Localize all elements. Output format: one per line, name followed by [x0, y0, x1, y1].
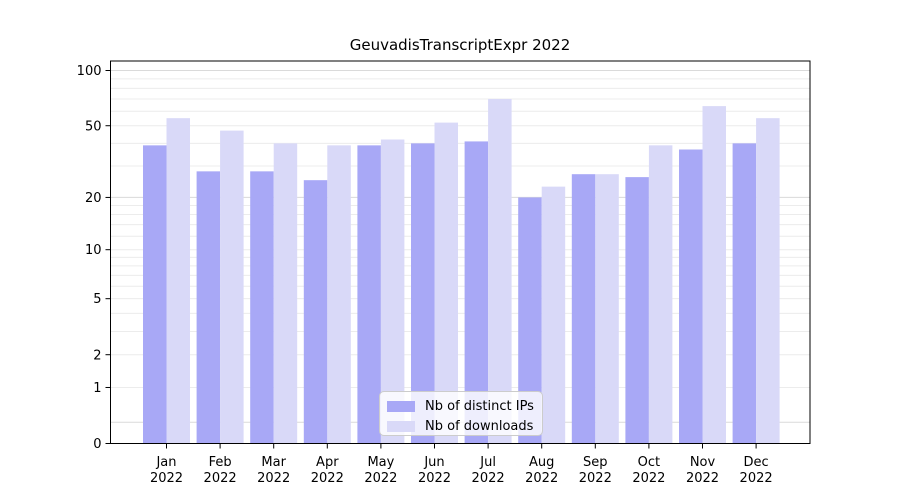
legend: Nb of distinct IPs Nb of downloads — [379, 391, 543, 436]
x-tick-label-month-jan: Jan — [155, 455, 176, 470]
x-tick-label-year-sep: 2022 — [579, 471, 612, 486]
bar-ips-sep — [571, 174, 596, 444]
y-tick-label-100: 100 — [77, 64, 102, 79]
bar-ips-mar — [250, 171, 274, 444]
x-tick-label-month-apr: Apr — [316, 455, 339, 470]
x-tick-label-month-jun: Jun — [423, 455, 444, 470]
x-tick-label-year-may: 2022 — [364, 471, 397, 486]
bar-downloads-sep — [595, 174, 619, 444]
bar-ips-jul — [464, 141, 489, 444]
x-tick-label-month-may: May — [367, 455, 394, 470]
legend-label-downloads: Nb of downloads — [425, 418, 534, 434]
y-tick-label-10: 10 — [85, 243, 102, 258]
bar-ips-dec — [732, 143, 757, 444]
x-tick-label-year-oct: 2022 — [632, 471, 665, 486]
y-tick-label-2: 2 — [93, 348, 101, 363]
bar-downloads-jan — [166, 118, 190, 444]
x-tick-label-month-dec: Dec — [744, 455, 769, 470]
bar-downloads-dec — [756, 118, 780, 444]
bar-ips-apr — [303, 180, 328, 444]
y-tick-label-1: 1 — [93, 381, 101, 396]
legend-label-distinct-ips: Nb of distinct IPs — [425, 398, 534, 414]
bar-downloads-jul — [488, 98, 512, 444]
bar-downloads-oct — [648, 145, 673, 444]
x-tick-label-month-sep: Sep — [583, 455, 608, 470]
bar-downloads-nov — [702, 106, 726, 444]
chart-title: GeuvadisTranscriptExpr 2022 — [349, 36, 571, 54]
bar-ips-oct — [625, 177, 649, 444]
x-tick-label-month-aug: Aug — [529, 455, 554, 470]
y-tick-label-50: 50 — [85, 119, 102, 134]
bar-ips-aug — [518, 197, 542, 444]
bar-downloads-apr — [327, 145, 351, 444]
x-tick-label-month-mar: Mar — [261, 455, 286, 470]
x-tick-label-year-apr: 2022 — [311, 471, 344, 486]
bar-ips-may — [357, 145, 381, 444]
plot-frame — [110, 60, 811, 444]
x-tick-label-year-aug: 2022 — [525, 471, 558, 486]
x-tick-label-month-jul: Jul — [479, 455, 496, 470]
x-tick-label-year-feb: 2022 — [204, 471, 237, 486]
legend-swatch-distinct-ips — [387, 400, 415, 412]
bar-downloads-mar — [273, 143, 298, 444]
x-tick-label-year-jun: 2022 — [418, 471, 451, 486]
bar-ips-jan — [143, 145, 167, 444]
x-tick-label-year-mar: 2022 — [257, 471, 290, 486]
legend-item-downloads: Nb of downloads — [387, 418, 542, 434]
bar-ips-jun — [411, 143, 435, 444]
bar-ips-feb — [196, 171, 221, 444]
x-tick-label-year-jul: 2022 — [472, 471, 505, 486]
x-tick-label-month-nov: Nov — [690, 455, 716, 470]
y-tick-label-0: 0 — [93, 437, 101, 452]
x-tick-label-year-jan: 2022 — [150, 471, 183, 486]
x-tick-label-month-oct: Oct — [638, 455, 660, 470]
y-tick-label-5: 5 — [93, 292, 101, 307]
x-tick-label-year-dec: 2022 — [740, 471, 773, 486]
bar-downloads-may — [380, 139, 405, 444]
y-tick-label-20: 20 — [85, 191, 102, 206]
x-tick-label-month-feb: Feb — [209, 455, 232, 470]
legend-item-distinct-ips: Nb of distinct IPs — [387, 398, 542, 414]
x-tick-label-year-nov: 2022 — [686, 471, 719, 486]
bar-downloads-aug — [541, 186, 566, 444]
legend-swatch-downloads — [387, 420, 415, 432]
bar-downloads-feb — [220, 130, 244, 444]
bar-ips-nov — [679, 149, 703, 444]
bar-downloads-jun — [434, 122, 458, 444]
